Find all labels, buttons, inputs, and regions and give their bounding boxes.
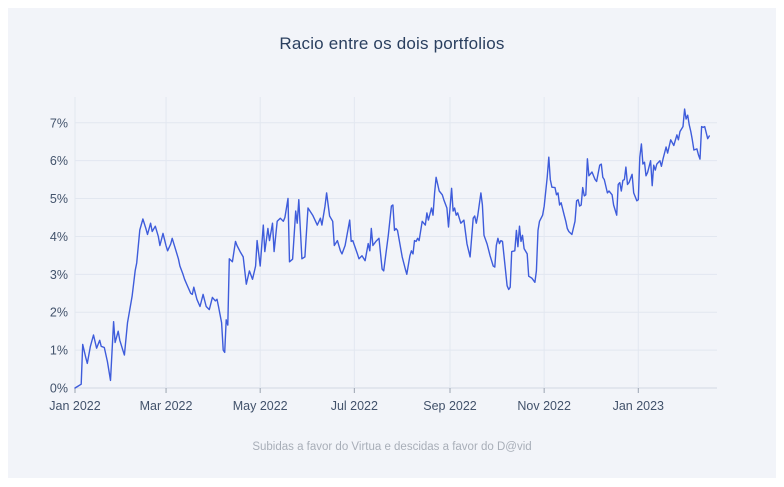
chart-title: Racio entre os dois portfolios: [279, 34, 505, 53]
chart-card: [8, 8, 776, 478]
y-tick-label: 7%: [50, 116, 68, 130]
y-tick-label: 5%: [50, 192, 68, 206]
y-tick-label: 0%: [50, 382, 68, 396]
ratio-line[interactable]: [74, 108, 710, 389]
x-tick-label: Nov 2022: [517, 399, 571, 413]
chart-caption: Subidas a favor do Virtua e descidas a f…: [252, 441, 532, 453]
x-tick-label: Mar 2022: [140, 399, 193, 413]
x-tick-label: Jan 2022: [49, 399, 100, 413]
x-tick-label: May 2022: [233, 399, 288, 413]
x-tick-label: Jul 2022: [331, 399, 378, 413]
y-tick-label: 3%: [50, 268, 68, 282]
x-tick-label: Jan 2023: [613, 399, 664, 413]
x-tick-label: Sep 2022: [423, 399, 477, 413]
y-tick-label: 4%: [50, 230, 68, 244]
y-tick-label: 6%: [50, 154, 68, 168]
y-tick-label: 1%: [50, 344, 68, 358]
y-tick-label: 2%: [50, 306, 68, 320]
